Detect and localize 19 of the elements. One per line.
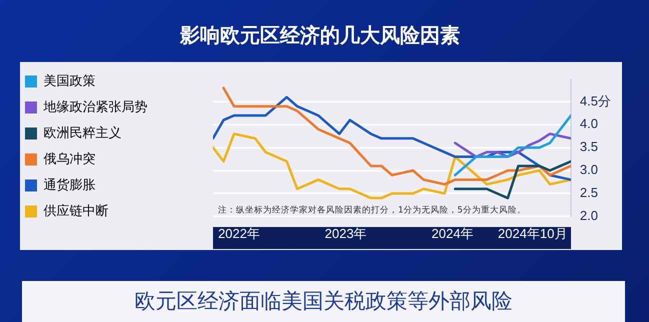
y-tick-label: 4.5分 [580, 93, 612, 108]
x-tick-label: 2023年 [324, 226, 367, 241]
y-tick-label: 3.0 [580, 162, 598, 178]
y-tick-label: 4.0 [580, 116, 598, 132]
legend-label: 通货膨胀 [44, 178, 96, 193]
y-tick-label: 3.5 [580, 139, 598, 154]
chart-title: 影响欧元区经济的几大风险因素 [178, 22, 461, 49]
annotation: 注：纵坐标为经济学家对各风险因素的打分，1分为无风险，5分为重大风险。 [218, 204, 526, 216]
legend-label: 地缘政治紧张局势 [42, 100, 148, 115]
legend-label: 欧洲民粹主义 [44, 124, 122, 141]
legend-label: 俄乌冲突 [44, 152, 96, 167]
x-tick-label: 2022年 [218, 226, 260, 241]
x-tick-label: 2024年10月 [498, 226, 568, 241]
y-tick-label: 2.5 [580, 185, 598, 200]
legend-label: 美国政策 [44, 72, 96, 89]
y-tick-label: 2.0 [580, 208, 598, 223]
x-tick-label: 2024年 [432, 226, 474, 241]
text: 欧元区经济面临美国关税政策等外部风险 [22, 281, 625, 322]
legend-label: 供应链中断 [44, 202, 108, 219]
